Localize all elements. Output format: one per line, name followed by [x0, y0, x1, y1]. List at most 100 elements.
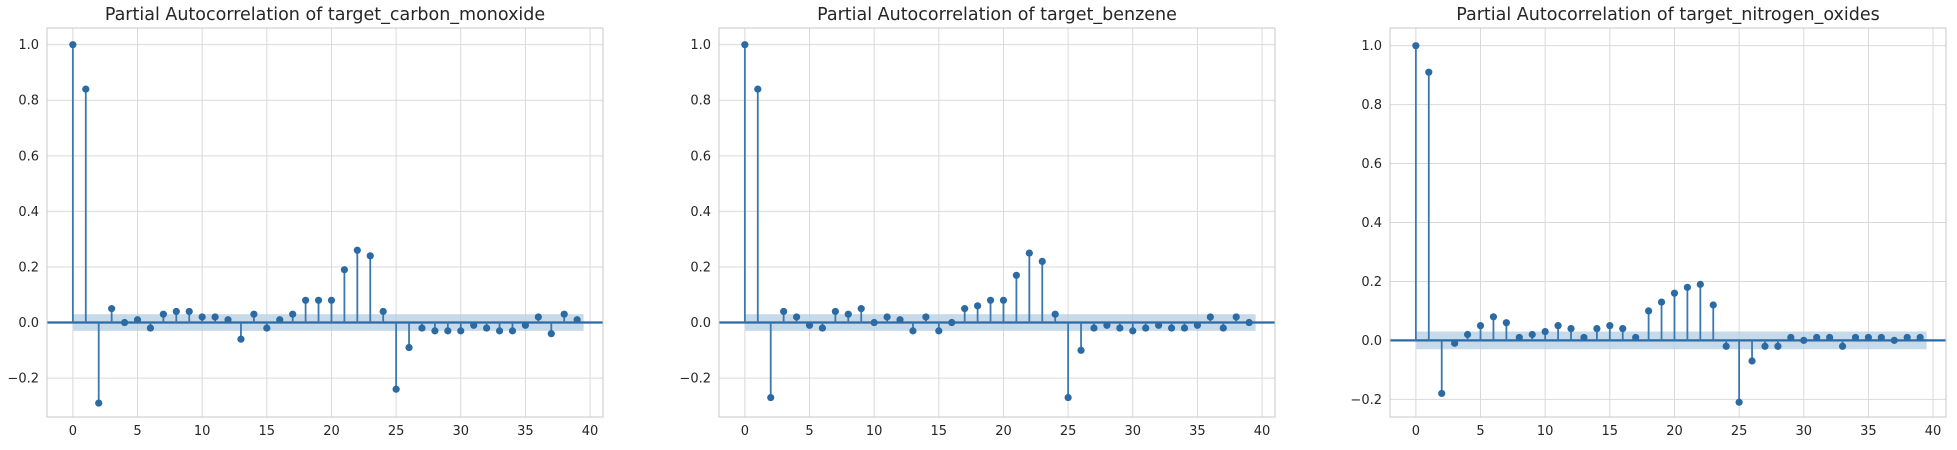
stem-marker — [1219, 324, 1227, 332]
stem-marker — [961, 305, 969, 313]
stem-marker — [1657, 298, 1666, 306]
stem-marker — [457, 327, 465, 335]
stem-marker — [172, 307, 180, 316]
stem-marker — [1193, 321, 1202, 329]
chart-panel-carbon-monoxide: 0 5 10 15 20 25 30 35 40 −0.2 0.0 0.2 0.4 0.6 0.8 1.0 P… — [7, 5, 604, 439]
y-tick-label: −0.2 — [7, 372, 39, 387]
stem-marker — [1632, 333, 1640, 342]
stem-marker — [1826, 333, 1834, 342]
stem-marker — [1864, 333, 1873, 342]
stem-marker — [1515, 333, 1523, 342]
stem-marker — [1425, 68, 1433, 76]
stem-marker — [418, 324, 426, 332]
stem-marker — [1541, 327, 1549, 336]
stem-marker — [948, 318, 956, 327]
chart-title: Partial Autocorrelation of target_benzen… — [817, 5, 1177, 25]
y-tick-label: 0.6 — [18, 149, 39, 164]
stem-marker — [198, 313, 206, 321]
stem-marker — [444, 327, 452, 335]
chart-panel-benzene: 0 5 10 15 20 25 30 35 40 −0.2 0.0 0.2 0.4 0.6 0.8 1.0 P… — [679, 5, 1276, 439]
stem-marker — [69, 41, 77, 49]
stem-marker — [1567, 324, 1575, 333]
stem-marker — [1748, 357, 1756, 365]
stem-marker — [1129, 327, 1137, 335]
stem-marker — [379, 307, 387, 316]
stem-marker — [327, 296, 336, 304]
stem-marker — [289, 310, 297, 318]
y-tick-label: 0.8 — [18, 94, 39, 109]
chart-title: Partial Autocorrelation of target_carbon… — [105, 5, 545, 25]
y-tick-label: 0.8 — [690, 94, 711, 109]
stem-marker — [857, 305, 865, 313]
chart-title: Partial Autocorrelation of target_nitrog… — [1456, 5, 1879, 25]
stem-marker — [95, 399, 103, 407]
stem-marker — [1064, 393, 1072, 402]
stem-marker — [302, 296, 310, 304]
stem-marker — [1142, 324, 1150, 332]
x-tick-label: 0 — [69, 424, 77, 439]
stem-marker — [82, 85, 90, 93]
stem-marker — [1245, 318, 1253, 327]
stem-marker — [896, 316, 904, 324]
x-tick-label: 15 — [931, 424, 948, 439]
x-tick-label: 5 — [133, 424, 141, 439]
stem-marker — [792, 313, 801, 321]
y-tick-label: 0.2 — [1361, 275, 1382, 290]
stem-marker — [1774, 342, 1782, 350]
stem-marker — [263, 324, 271, 332]
stem-marker — [1167, 324, 1176, 332]
x-tick-label: 35 — [1860, 424, 1877, 439]
x-tick-label: 5 — [805, 424, 813, 439]
stem-marker — [224, 316, 232, 324]
stem-marker — [1025, 249, 1033, 257]
x-tick-label: 10 — [194, 424, 211, 439]
stem-marker — [1722, 342, 1730, 350]
stem-marker — [909, 327, 917, 335]
stem-marker — [159, 310, 167, 318]
y-tick-label: 1.0 — [690, 38, 711, 53]
y-tick-label: 0.0 — [690, 316, 711, 331]
y-tick-label: 0.0 — [18, 316, 39, 331]
stem-marker — [211, 313, 219, 321]
x-tick-label: 15 — [1602, 424, 1619, 439]
stem-marker — [1890, 336, 1898, 344]
stem-marker — [1903, 333, 1911, 342]
y-tick-label: 0.4 — [18, 205, 39, 220]
y-tick-label: 0.0 — [1361, 334, 1382, 349]
stem-marker — [1451, 339, 1459, 347]
y-tick-label: −0.2 — [1350, 393, 1382, 408]
stem-marker — [805, 321, 814, 329]
stem-marker — [1813, 333, 1821, 342]
stem-marker — [276, 316, 284, 324]
x-tick-label: 5 — [1476, 424, 1484, 439]
stem-marker — [999, 296, 1008, 304]
stem-marker — [974, 302, 982, 310]
stem-marker — [1800, 336, 1808, 344]
stem-marker — [1232, 313, 1240, 321]
stem-marker — [573, 316, 581, 324]
stem-marker — [495, 327, 504, 335]
stem-marker — [818, 324, 827, 332]
axes-frame — [718, 27, 1276, 418]
stem-marker — [1787, 333, 1795, 342]
x-tick-label: 20 — [1666, 424, 1683, 439]
stem-marker — [534, 313, 542, 321]
x-tick-label: 40 — [582, 424, 599, 439]
stem-marker — [366, 252, 374, 260]
stem-marker — [883, 313, 891, 321]
axes-frame — [1389, 27, 1947, 418]
stem-marker — [1761, 342, 1769, 350]
stem-marker — [353, 246, 361, 254]
chart-panel-nitrogen-oxides: 0 5 10 15 20 25 30 35 40 −0.2 0.0 0.2 0.4 0.6 0.8 1.0 P… — [1350, 5, 1947, 439]
stem-marker — [922, 313, 930, 321]
stem-marker — [314, 296, 323, 304]
stem-marker — [1206, 313, 1214, 321]
stem-marker — [1735, 398, 1743, 406]
stem-marker — [986, 296, 995, 304]
stem-marker — [1051, 310, 1059, 318]
stem-marker — [250, 310, 258, 318]
stem-marker — [1851, 333, 1860, 342]
stem-marker — [521, 321, 530, 329]
x-tick-label: 20 — [323, 424, 340, 439]
stem-marker — [1645, 307, 1653, 315]
